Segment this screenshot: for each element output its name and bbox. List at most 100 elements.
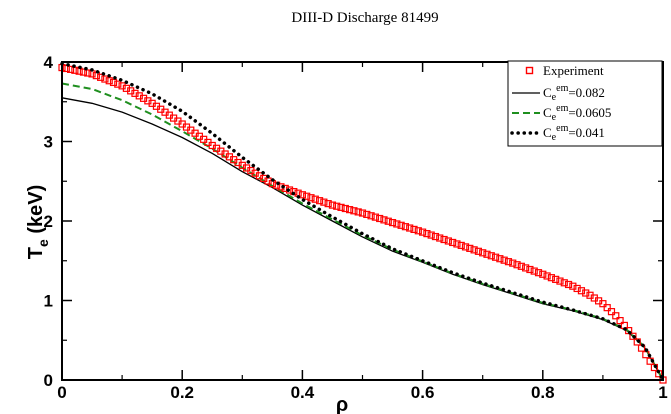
experiment-point [629, 332, 637, 340]
plot-series [58, 61, 667, 384]
experiment-point [406, 224, 414, 232]
experiment-point [66, 65, 75, 73]
chart-title: DIII-D Discharge 81499 [291, 10, 438, 26]
experiment-point [466, 244, 474, 252]
experiment-point [539, 270, 547, 278]
experiment-point [350, 207, 358, 215]
experiment-point [582, 289, 590, 297]
experiment-point [414, 227, 422, 235]
x-tick-label: 0.2 [170, 383, 194, 402]
experiment-point [534, 269, 543, 277]
experiment-point [114, 80, 122, 88]
legend-label-c0605-sub: e [552, 112, 557, 123]
experiment-point [491, 253, 500, 261]
experiment-point [500, 256, 508, 264]
experiment-point [328, 201, 337, 209]
experiment-point [487, 252, 495, 260]
experiment-point [97, 73, 105, 81]
experiment-point [470, 246, 478, 254]
experiment-point [483, 250, 491, 258]
axis-tick-labels: 0 0.2 0.4 0.6 0.8 1 0 1 2 3 4 [44, 53, 668, 402]
experiment-point [457, 241, 465, 250]
y-axis-label-sub: e [35, 239, 51, 247]
experiment-point [616, 317, 624, 325]
y-tick-label: 0 [44, 371, 53, 390]
legend-label-c041-main: C [543, 125, 552, 140]
experiment-point [101, 75, 109, 83]
legend-label-c041-rest: =0.041 [568, 125, 605, 140]
legend-label-c041-sub: e [552, 132, 557, 143]
legend-label-c041-sup: em [556, 123, 568, 134]
experiment-point [427, 231, 435, 239]
axis-ticks [61, 61, 664, 381]
legend-label-c0605: Ceem=0.0605 [543, 103, 611, 123]
experiment-point [479, 249, 487, 257]
experiment-point [105, 77, 113, 85]
experiment-point [453, 240, 461, 248]
legend-box [507, 60, 663, 147]
x-tick-label: 0.4 [291, 383, 315, 402]
experiment-point [603, 304, 611, 312]
legend-marker-experiment [525, 66, 534, 75]
experiment-point [79, 68, 88, 76]
legend-label-c082-sup: em [556, 83, 568, 94]
experiment-point [509, 259, 517, 267]
y-axis-label-rest: (keV) [25, 185, 47, 239]
experiment-point [547, 274, 555, 282]
experiment-point [388, 218, 397, 227]
experiment-point [444, 237, 452, 245]
series-line-dotted [60, 61, 665, 382]
experiment-point [401, 223, 410, 231]
experiment-point [311, 195, 319, 203]
experiment-point [650, 363, 659, 372]
experiment-point [556, 277, 564, 285]
y-tick-label: 4 [44, 53, 54, 72]
experiment-point [320, 198, 328, 206]
experiment-point [346, 206, 354, 214]
experiment-point [573, 284, 581, 293]
experiment-point [363, 210, 371, 219]
legend-label-c0605-rest: =0.0605 [568, 105, 611, 120]
legend-label-c0605-sup: em [556, 103, 568, 114]
y-axis-label: Te (keV) [25, 185, 51, 259]
experiment-point [298, 191, 306, 199]
experiment-point [376, 214, 384, 223]
experiment-point [358, 209, 367, 217]
experiment-point [552, 275, 560, 283]
experiment-point [371, 213, 379, 221]
y-tick-label: 2 [44, 212, 53, 231]
experiment-point [496, 255, 504, 263]
experiment-point [367, 212, 375, 220]
legend-label-c082-rest: =0.082 [568, 85, 605, 100]
legend-label-c082: Ceem=0.082 [543, 83, 605, 103]
experiment-point [564, 280, 573, 289]
experiment-point [84, 69, 92, 77]
experiment-point [612, 312, 620, 320]
experiment-point [303, 192, 311, 200]
y-tick-label: 3 [44, 133, 53, 152]
experiment-point [543, 272, 551, 280]
experiment-point [577, 287, 586, 295]
legend-label-c082-sub: e [552, 92, 557, 103]
experiment-point [633, 338, 641, 346]
x-tick-label: 0 [57, 383, 66, 402]
x-tick-label: 0.6 [411, 383, 435, 402]
legend-label-experiment: Experiment [543, 63, 604, 78]
experiment-point [517, 262, 525, 270]
experiment-point [337, 203, 345, 211]
experiment-point [513, 261, 521, 269]
experiment-point [569, 282, 577, 290]
x-axis-label: ρ [336, 394, 348, 414]
experiment-point [419, 228, 427, 236]
legend-label-c082-main: C [543, 85, 552, 100]
experiment-point [436, 234, 444, 242]
experiment-point [560, 279, 568, 287]
experiment-point [522, 264, 530, 272]
experiment-point [431, 232, 440, 241]
experiment-point [449, 238, 457, 247]
experiment-point [324, 200, 332, 208]
x-tick-label: 1 [658, 383, 667, 402]
experiment-point [62, 64, 70, 73]
y-axis-label-main: T [25, 247, 47, 259]
